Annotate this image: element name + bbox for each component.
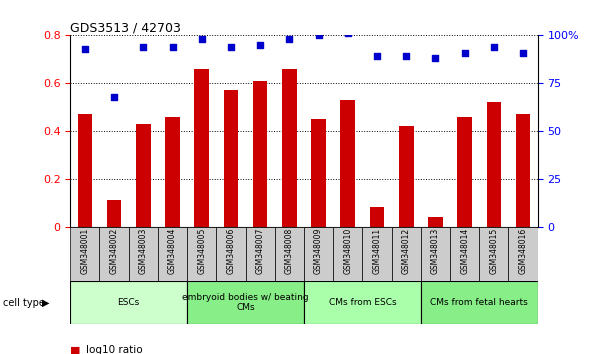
Text: CMs from ESCs: CMs from ESCs [329,298,396,307]
Bar [340,100,355,227]
Text: embryoid bodies w/ beating
CMs: embryoid bodies w/ beating CMs [182,293,309,312]
Text: ESCs: ESCs [117,298,140,307]
Text: GSM348010: GSM348010 [343,228,353,274]
Bar [508,227,538,281]
Bar [187,227,216,281]
Text: cell type: cell type [3,298,45,308]
Bar [304,281,421,324]
Bar [187,281,304,324]
Text: GSM348013: GSM348013 [431,228,440,274]
Text: GSM348005: GSM348005 [197,228,207,274]
Point [285,36,295,42]
Text: GSM348008: GSM348008 [285,228,294,274]
Bar [224,90,238,227]
Point [139,44,148,50]
Bar [399,126,414,227]
Bar [486,102,501,227]
Text: GSM348016: GSM348016 [519,228,527,274]
Text: GSM348015: GSM348015 [489,228,499,274]
Bar [516,114,530,227]
Bar [136,124,150,227]
Point [255,42,265,48]
Point [401,53,411,59]
Point [109,94,119,99]
Text: GSM348012: GSM348012 [401,228,411,274]
Text: GSM348001: GSM348001 [81,228,89,274]
Point [489,44,499,50]
Point [431,56,441,61]
Point [167,44,177,50]
Bar [458,116,472,227]
Text: GSM348002: GSM348002 [109,228,119,274]
Text: GSM348011: GSM348011 [373,228,381,274]
Text: log10 ratio: log10 ratio [86,346,142,354]
Point [518,50,528,56]
Bar [479,227,508,281]
Text: GSM348014: GSM348014 [460,228,469,274]
Bar [392,227,421,281]
Text: CMs from fetal hearts: CMs from fetal hearts [430,298,528,307]
Point [372,53,382,59]
Bar [421,227,450,281]
Point [197,36,207,42]
Bar [450,227,479,281]
Bar [158,227,187,281]
Point [80,46,90,52]
Bar [421,281,538,324]
Bar [333,227,362,281]
Point [226,44,236,50]
Bar [216,227,246,281]
Bar [165,116,180,227]
Bar [194,69,209,227]
Text: GSM348004: GSM348004 [168,228,177,274]
Text: GSM348009: GSM348009 [314,228,323,274]
Text: ▶: ▶ [42,298,49,308]
Point [313,33,323,38]
Bar [107,200,122,227]
Text: ■: ■ [70,346,81,354]
Bar [275,227,304,281]
Bar [253,81,268,227]
Bar [428,217,443,227]
Bar [70,281,187,324]
Text: GDS3513 / 42703: GDS3513 / 42703 [70,21,181,34]
Bar [370,207,384,227]
Bar [304,227,333,281]
Point [343,31,353,36]
Text: GSM348007: GSM348007 [255,228,265,274]
Text: GSM348006: GSM348006 [227,228,235,274]
Bar [78,114,92,227]
Bar [129,227,158,281]
Bar [362,227,392,281]
Bar [70,227,100,281]
Bar [100,227,129,281]
Bar [282,69,297,227]
Text: GSM348003: GSM348003 [139,228,148,274]
Bar [246,227,275,281]
Bar [311,119,326,227]
Point [459,50,469,56]
